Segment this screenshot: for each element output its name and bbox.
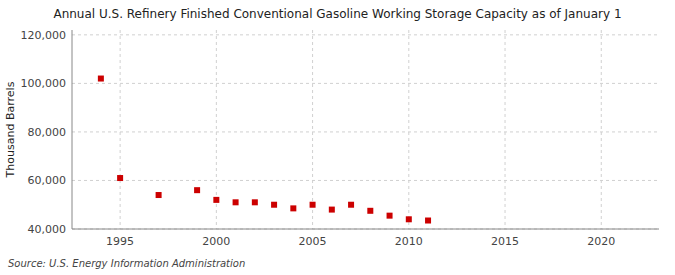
x-tick-label: 1995 xyxy=(106,235,134,248)
point xyxy=(271,202,277,208)
title: Annual U.S. Refinery Finished Convention… xyxy=(53,7,621,21)
point xyxy=(329,207,335,213)
y-tick-label: 120,000 xyxy=(21,29,67,42)
y-grid-line xyxy=(72,180,659,181)
source-note: Source: U.S. Energy Information Administ… xyxy=(8,258,245,269)
x-tick-label: 2000 xyxy=(202,235,230,248)
y-grid-line xyxy=(72,83,659,84)
x-axis-line xyxy=(72,229,659,230)
point xyxy=(98,76,104,82)
x-tick-label: 2005 xyxy=(299,235,327,248)
point xyxy=(348,202,354,208)
point xyxy=(117,175,123,181)
point xyxy=(156,192,162,198)
y-grid-line xyxy=(72,229,659,230)
y-grid-line xyxy=(72,131,659,132)
x-tick-label: 2015 xyxy=(491,235,519,248)
point xyxy=(213,197,219,203)
point xyxy=(425,218,431,224)
point xyxy=(387,213,393,219)
chart: Annual U.S. Refinery Finished Convention… xyxy=(0,0,675,275)
x-grid-line xyxy=(408,30,409,229)
grid xyxy=(72,30,659,229)
y-tick-label: 40,000 xyxy=(28,223,67,236)
point xyxy=(194,187,200,193)
y-tick-label: 60,000 xyxy=(28,174,67,187)
y-grid-line xyxy=(72,34,659,35)
point xyxy=(290,205,296,211)
point xyxy=(233,199,239,205)
y-tick-label: 100,000 xyxy=(21,77,67,90)
x-grid-line xyxy=(120,30,121,229)
point xyxy=(252,199,258,205)
x-tick-label: 2010 xyxy=(395,235,423,248)
y-axis-line xyxy=(72,30,73,229)
x-grid-line xyxy=(601,30,602,229)
point xyxy=(406,216,412,222)
x-tick-label: 2020 xyxy=(587,235,615,248)
x-grid-line xyxy=(312,30,313,229)
y-axis-label: Thousand Barrels xyxy=(4,81,17,178)
point xyxy=(367,208,373,214)
point xyxy=(310,202,316,208)
points xyxy=(98,76,431,224)
y-tick-label: 80,000 xyxy=(28,126,67,139)
x-grid-line xyxy=(505,30,506,229)
